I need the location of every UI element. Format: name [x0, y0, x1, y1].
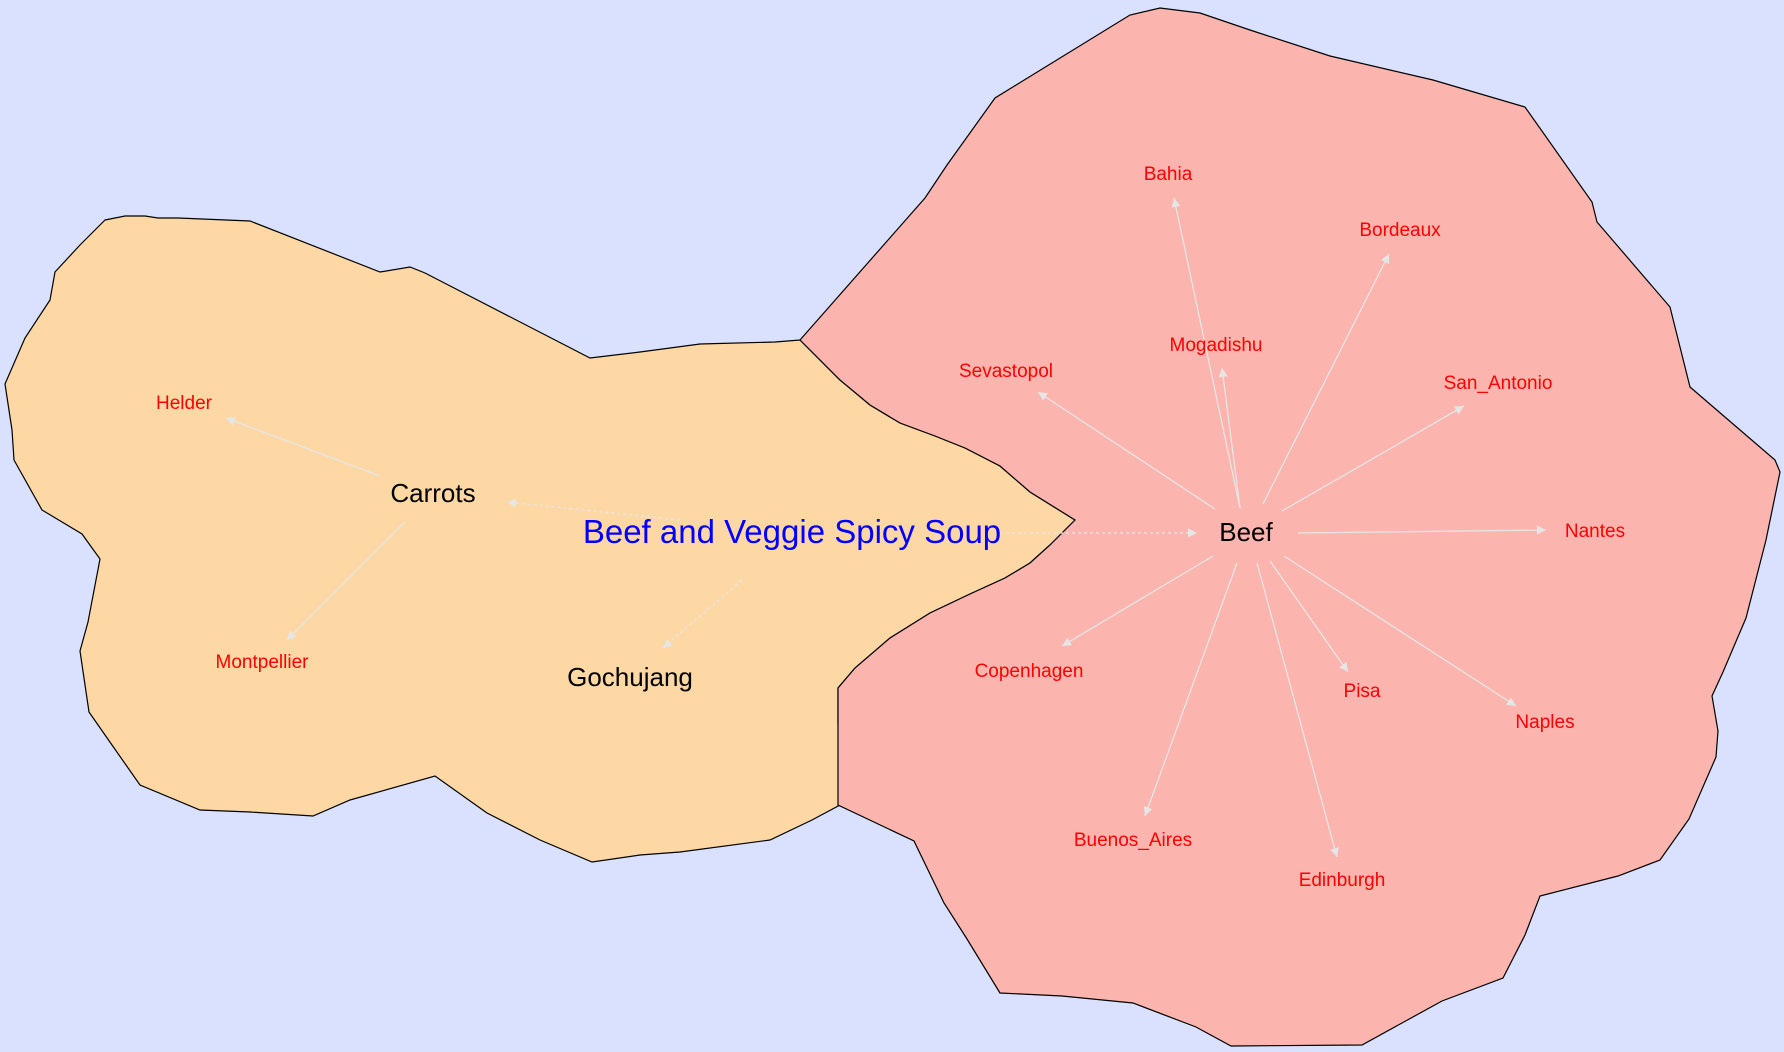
edge-beef-nantes [1297, 525, 1547, 535]
diagram-title: Beef and Veggie Spicy Soup [583, 513, 1001, 550]
edge-beef-buenos-aires [1143, 562, 1238, 817]
edge-carrots-montpellier [286, 521, 406, 641]
edge-carrots-helder [225, 416, 381, 477]
edges [225, 197, 1547, 858]
edge-beef-bordeaux [1262, 253, 1390, 505]
edge-beef-copenhagen [1061, 555, 1214, 647]
edge-beef-naples [1283, 555, 1517, 707]
node-helder[interactable]: Helder [156, 393, 213, 414]
node-beef[interactable]: Beef [1219, 517, 1273, 547]
beef-region[interactable] [799, 7, 1781, 1047]
node-nantes[interactable]: Nantes [1565, 521, 1625, 542]
node-buenos-aires[interactable]: Buenos_Aires [1074, 830, 1192, 851]
node-carrots[interactable]: Carrots [390, 478, 475, 508]
node-copenhagen[interactable]: Copenhagen [975, 661, 1084, 682]
edge-title-carrots [506, 498, 681, 521]
node-montpellier[interactable]: Montpellier [216, 652, 310, 673]
edge-beef-san-antonio [1281, 405, 1465, 512]
node-naples[interactable]: Naples [1515, 712, 1574, 733]
node-mogadishu[interactable]: Mogadishu [1170, 335, 1263, 356]
node-bordeaux[interactable]: Bordeaux [1359, 220, 1441, 241]
edge-beef-edinburgh [1256, 562, 1339, 858]
node-edinburgh[interactable]: Edinburgh [1299, 870, 1386, 891]
node-sevastopol[interactable]: Sevastopol [959, 361, 1053, 382]
edge-beef-mogadishu [1218, 367, 1241, 509]
node-bahia[interactable]: Bahia [1144, 164, 1193, 185]
edge-beef-pisa [1269, 560, 1349, 673]
node-gochujang[interactable]: Gochujang [567, 662, 693, 692]
node-pisa[interactable]: Pisa [1344, 681, 1381, 702]
edge-beef-bahia [1171, 197, 1241, 509]
edge-title-gochujang [662, 579, 743, 649]
node-san-antonio[interactable]: San_Antonio [1444, 373, 1553, 394]
edge-beef-sevastopol [1037, 391, 1216, 510]
